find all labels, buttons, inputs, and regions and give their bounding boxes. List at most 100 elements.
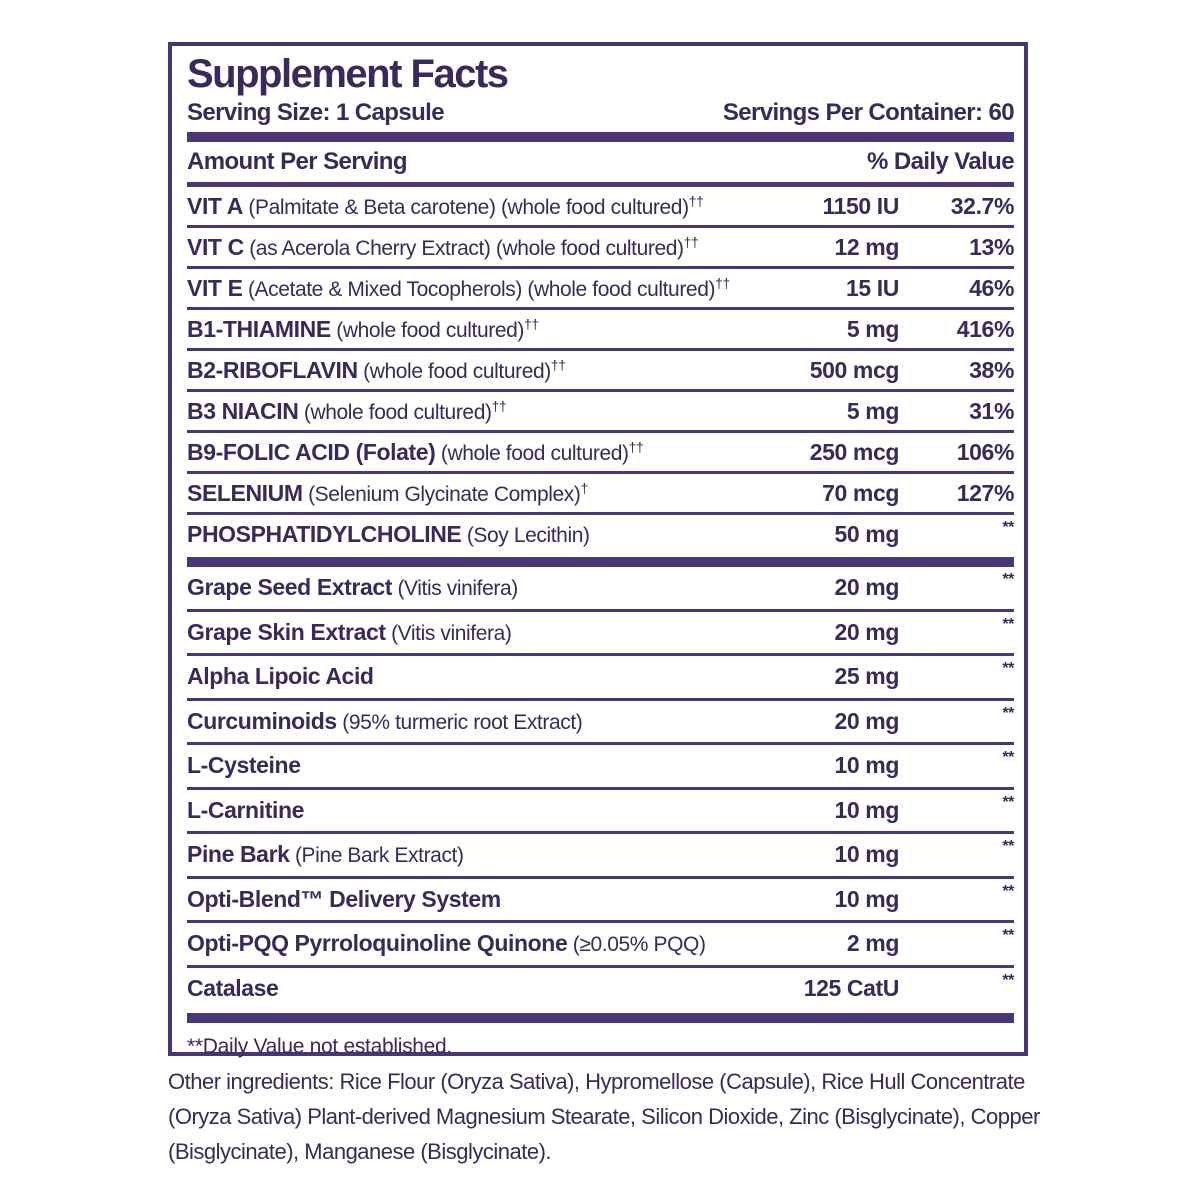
ingredient-detail: (Vitis vinifera)	[391, 621, 512, 645]
section: Grape Seed Extract (Vitis vinifera) 20 mg…	[187, 567, 1014, 1009]
amount: 10 mg	[834, 885, 900, 912]
ingredient-name: VIT A	[187, 192, 243, 219]
daily-value: 13%	[969, 233, 1014, 260]
ingredient-row: B1-THIAMINE (whole food cultured)†† 5 mg 4…	[187, 310, 1014, 351]
ingredient-label: B2-RIBOFLAVIN (whole food cultured)††	[187, 357, 759, 384]
ingredient-note: ††	[683, 233, 699, 250]
amount: 70 mcg	[822, 479, 899, 506]
amount: 10 mg	[834, 796, 900, 823]
section: VIT A (Palmitate & Beta carotene) (whole…	[187, 187, 1014, 553]
daily-value: 416%	[956, 315, 1015, 342]
daily-value: **	[1002, 571, 1014, 588]
daily-value: **	[1002, 660, 1014, 677]
ingredient-detail: (Acetate & Mixed Tocopherols) (whole foo…	[247, 277, 716, 301]
ingredient-name: B2-RIBOFLAVIN	[187, 356, 358, 383]
ingredient-note: ††	[491, 397, 507, 414]
amount: 5 mg	[846, 397, 899, 424]
ingredient-name: PHOSPHATIDYLCHOLINE	[187, 520, 462, 547]
ingredient-name: B1-THIAMINE	[187, 315, 331, 342]
ingredient-label: B3 NIACIN (whole food cultured)††	[187, 398, 759, 425]
ingredient-detail: (whole food cultured)	[363, 359, 551, 383]
footnote: **Daily Value not established.	[187, 1035, 452, 1058]
ingredient-row: SELENIUM (Selenium Glycinate Complex)† 70…	[187, 474, 1014, 515]
divider	[187, 557, 1014, 567]
divider	[187, 1013, 1014, 1023]
ingredient-detail: (Soy Lecithin)	[466, 523, 590, 547]
ingredient-label: PHOSPHATIDYLCHOLINE (Soy Lecithin)	[187, 521, 759, 548]
ingredient-row: Catalase 125 CatU **	[187, 968, 1014, 1010]
ingredient-label: Alpha Lipoic Acid	[187, 663, 759, 690]
ingredient-name: Catalase	[187, 974, 279, 1001]
ingredient-note: ††	[715, 274, 730, 291]
ingredient-label: B1-THIAMINE (whole food cultured)††	[187, 316, 759, 343]
serving-size: Serving Size: 1 Capsule	[187, 99, 445, 126]
amount: 2 mg	[846, 930, 899, 957]
facts-panel: Supplement Facts Serving Size: 1 Capsule…	[168, 42, 1028, 1058]
ingredient-name: Curcuminoids	[187, 707, 337, 734]
ingredient-name: L-Cysteine	[187, 752, 301, 779]
ingredient-row: B3 NIACIN (whole food cultured)†† 5 mg 31%	[187, 392, 1014, 433]
ingredient-row: Opti-Blend™ Delivery System 10 mg **	[187, 879, 1014, 923]
daily-value: 127%	[956, 479, 1015, 506]
daily-value: **	[1002, 615, 1014, 633]
daily-value: **	[1002, 882, 1014, 900]
ingredient-label: L-Cysteine	[187, 752, 759, 779]
ingredient-row: Alpha Lipoic Acid 25 mg **	[187, 656, 1014, 701]
daily-value: **	[1002, 704, 1014, 722]
ingredient-name: Alpha Lipoic Acid	[187, 663, 374, 690]
amount: 5 mg	[846, 315, 899, 342]
ingredient-name: L-Carnitine	[187, 796, 304, 823]
column-header: Amount Per Serving % Daily Value	[187, 142, 1015, 187]
servings-per-container: Servings Per Container: 60	[722, 99, 1015, 126]
ingredient-detail: (95% turmeric root Extract)	[342, 710, 583, 734]
ingredient-note: ††	[523, 315, 539, 332]
ingredient-row: VIT C (as Acerola Cherry Extract) (whole…	[187, 228, 1014, 269]
ingredient-name: B3 NIACIN	[187, 397, 299, 424]
ingredient-detail: (as Acerola Cherry Extract) (whole food …	[249, 236, 684, 260]
sections: VIT A (Palmitate & Beta carotene) (whole…	[187, 187, 1014, 1009]
ingredient-label: Catalase	[187, 975, 759, 1002]
ingredient-label: VIT C (as Acerola Cherry Extract) (whole…	[187, 234, 759, 261]
divider	[187, 132, 1014, 142]
ingredient-label: Opti-PQQ Pyrroloquinoline Quinone (≥0.05…	[187, 930, 759, 957]
ingredient-row: PHOSPHATIDYLCHOLINE (Soy Lecithin) 50 mg *…	[187, 515, 1014, 553]
daily-value: 46%	[969, 274, 1014, 301]
ingredient-row: Pine Bark (Pine Bark Extract) 10 mg **	[187, 834, 1014, 879]
daily-value: **	[1002, 838, 1014, 855]
ingredient-row: VIT A (Palmitate & Beta carotene) (whole…	[187, 187, 1014, 228]
ingredient-row: VIT E (Acetate & Mixed Tocopherols) (who…	[187, 269, 1014, 310]
other-ingredients: Other ingredients: Rice Flour (Oryza Sat…	[168, 1069, 1040, 1164]
daily-value: 32.7%	[950, 192, 1015, 219]
ingredient-row: Grape Seed Extract (Vitis vinifera) 20 mg…	[187, 567, 1014, 612]
amount-header: Amount Per Serving	[187, 148, 408, 175]
ingredient-name: B9-FOLIC ACID (Folate)	[187, 438, 436, 465]
ingredient-name: Pine Bark	[187, 841, 290, 868]
ingredient-name: VIT E	[187, 274, 243, 301]
ingredient-detail: (Palmitate & Beta carotene) (whole food …	[248, 195, 689, 219]
title: Supplement Facts	[187, 52, 509, 96]
daily-value: **	[1002, 749, 1014, 766]
ingredient-name: SELENIUM	[187, 479, 303, 506]
ingredient-label: Opti-Blend™ Delivery System	[187, 886, 759, 913]
ingredient-row: Grape Skin Extract (Vitis vinifera) 20 mg…	[187, 612, 1014, 656]
daily-value: 38%	[969, 356, 1014, 383]
ingredient-row: Curcuminoids (95% turmeric root Extract)…	[187, 701, 1014, 745]
ingredient-note: ††	[688, 192, 704, 209]
amount: 125 CatU	[803, 974, 900, 1001]
daily-value: **	[1002, 927, 1014, 944]
ingredient-detail: (Pine Bark Extract)	[294, 844, 464, 868]
amount: 12 mg	[834, 233, 900, 260]
amount: 20 mg	[834, 707, 900, 734]
ingredient-name: Grape Seed Extract	[187, 574, 393, 601]
ingredient-label: L-Carnitine	[187, 797, 759, 824]
ingredient-detail: (whole food cultured)	[336, 318, 524, 342]
ingredient-row: B2-RIBOFLAVIN (whole food cultured)†† 500…	[187, 351, 1014, 392]
amount: 50 mg	[834, 520, 900, 547]
amount: 250 mcg	[809, 438, 900, 465]
ingredient-label: B9-FOLIC ACID (Folate) (whole food cultu…	[187, 439, 759, 466]
daily-value: 31%	[969, 397, 1014, 424]
ingredient-row: B9-FOLIC ACID (Folate) (whole food cultu…	[187, 433, 1014, 474]
ingredient-name: Opti-PQQ Pyrroloquinoline Quinone	[187, 930, 568, 957]
amount: 10 mg	[834, 752, 900, 779]
